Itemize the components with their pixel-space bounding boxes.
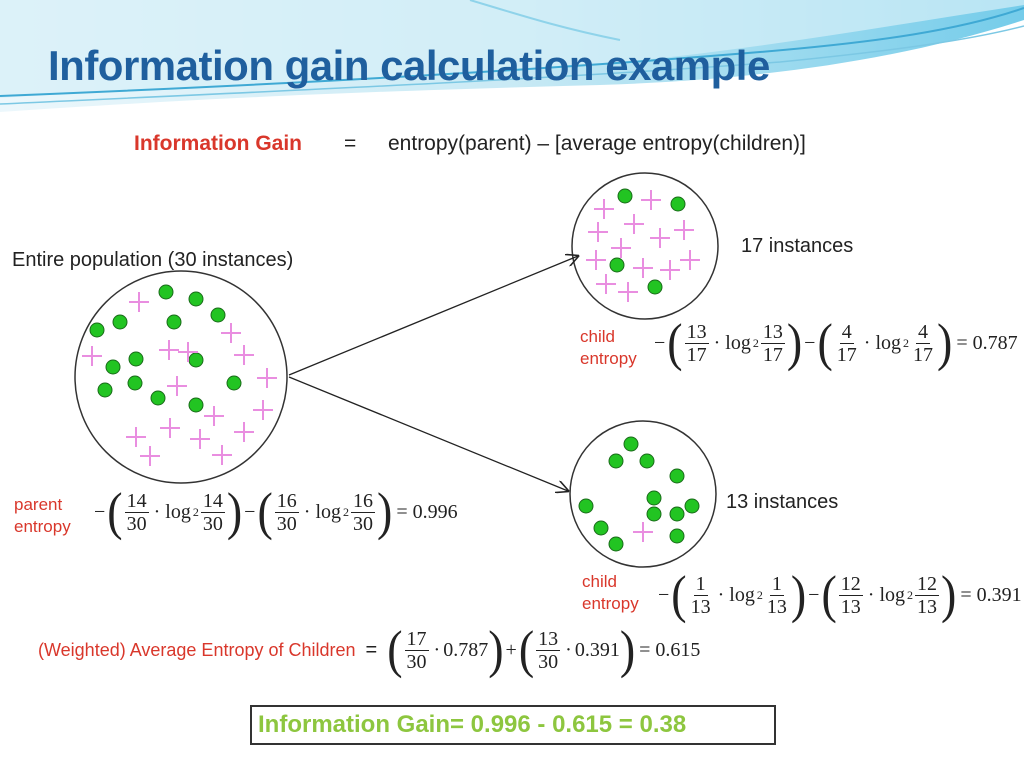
child-bottom-green-instance bbox=[608, 536, 624, 552]
child-top-pink-instance bbox=[674, 220, 694, 240]
arrow-to-bottom-child bbox=[288, 376, 568, 491]
parent-green-instance bbox=[188, 397, 204, 413]
child-top-pink-instance bbox=[618, 282, 638, 302]
parent-pink-instance bbox=[159, 340, 179, 360]
child-bottom-green-instance bbox=[593, 520, 609, 536]
child-top-green-instance bbox=[617, 188, 633, 204]
child-bottom-green-instance bbox=[608, 453, 624, 469]
child-bottom-green-instance bbox=[684, 498, 700, 514]
definition-label: Information Gain bbox=[134, 132, 302, 155]
parent-entropy-formula: −( 14 30 · log 2 14 30 ) −( 16 30 · log 2 16 30 )… bbox=[94, 482, 458, 541]
child-bottom-green-instance bbox=[639, 453, 655, 469]
parent-pink-instance bbox=[234, 422, 254, 442]
parent-pink-instance bbox=[212, 445, 232, 465]
parent-green-instance bbox=[166, 314, 182, 330]
parent-green-instance bbox=[210, 307, 226, 323]
parent-pink-instance bbox=[167, 376, 187, 396]
parent-pink-instance bbox=[129, 292, 149, 312]
child-bottom-entropy-formula: −( 1 13 · log 2 1 13 ) −( 12 13 · log 2 12 13 ) = … bbox=[658, 565, 1022, 624]
child-top-green-instance bbox=[609, 257, 625, 273]
definition-expression: entropy(parent) – [average entropy(child… bbox=[388, 132, 806, 155]
child-bottom-green-instance bbox=[669, 506, 685, 522]
child-top-pink-instance bbox=[624, 214, 644, 234]
parent-pink-instance bbox=[178, 342, 198, 362]
parent-green-instance bbox=[105, 359, 121, 375]
child-top-pink-instance bbox=[660, 260, 680, 280]
parent-green-instance bbox=[128, 351, 144, 367]
child-bottom-caption: 13 instances bbox=[726, 491, 839, 513]
slide-title: Information gain calculation example bbox=[48, 42, 770, 89]
weighted-average-result: = 0.615 bbox=[639, 638, 701, 661]
parent-pink-instance bbox=[160, 418, 180, 438]
parent-green-instance bbox=[112, 314, 128, 330]
parent-green-instance bbox=[127, 375, 143, 391]
weighted-average-label: (Weighted) Average Entropy of Children bbox=[38, 639, 356, 660]
parent-pink-instance bbox=[253, 400, 273, 420]
child-top-pink-instance bbox=[611, 238, 631, 258]
parent-pink-instance bbox=[234, 345, 254, 365]
parent-entropy-label: parent entropy bbox=[14, 495, 71, 536]
final-information-gain-text: Information Gain= 0.996 - 0.615 = 0.38 bbox=[258, 711, 687, 738]
parent-green-instance bbox=[188, 291, 204, 307]
parent-green-instance bbox=[150, 390, 166, 406]
parent-entropy-result: = 0.996 bbox=[396, 500, 458, 523]
definition-equals: = bbox=[344, 132, 357, 155]
child-top-entropy-formula: −( 13 17 · log 2 13 17 ) −( 4 17 · log 2 4 17 ) = … bbox=[654, 313, 1018, 372]
child-top-pink-instance bbox=[650, 228, 670, 248]
child-top-pink-instance bbox=[680, 250, 700, 270]
child-bottom-green-instance bbox=[578, 498, 594, 514]
child-top-pink-instance bbox=[633, 258, 653, 278]
child-bottom-pink-instance bbox=[633, 522, 653, 542]
child-top-caption: 17 instances bbox=[741, 235, 854, 257]
parent-green-instance bbox=[89, 322, 105, 338]
parent-pink-instance bbox=[257, 368, 277, 388]
child-bottom-entropy-label: child entropy bbox=[582, 572, 639, 613]
child-top-entropy-result: = 0.787 bbox=[956, 331, 1018, 354]
child-top-instances bbox=[586, 188, 700, 302]
child-bottom-instances bbox=[578, 436, 700, 552]
parent-pink-instance bbox=[126, 427, 146, 447]
child-top-entropy-label: child entropy bbox=[580, 327, 637, 368]
child-bottom-entropy-result: = 0.391 bbox=[960, 583, 1022, 606]
parent-green-instance bbox=[97, 382, 113, 398]
parent-pink-instance bbox=[221, 323, 241, 343]
final-information-gain-box: Information Gain= 0.996 - 0.615 = 0.38 bbox=[250, 705, 776, 745]
child-top-pink-instance bbox=[588, 222, 608, 242]
information-gain-definition: Information Gain = entropy(parent) – [av… bbox=[126, 120, 898, 172]
parent-pink-instance bbox=[82, 346, 102, 366]
child-top-pink-instance bbox=[594, 199, 614, 219]
parent-green-instance bbox=[158, 284, 174, 300]
child-bottom-circle bbox=[569, 420, 717, 568]
child-bottom-green-instance bbox=[669, 528, 685, 544]
arrow-to-top-child bbox=[288, 256, 578, 376]
parent-green-instance bbox=[188, 352, 204, 368]
parent-instances bbox=[82, 284, 277, 466]
header-wave-decoration bbox=[0, 0, 1024, 112]
parent-green-instance bbox=[226, 375, 242, 391]
child-top-green-instance bbox=[670, 196, 686, 212]
child-bottom-green-instance bbox=[646, 506, 662, 522]
parent-caption: Entire population (30 instances) bbox=[12, 249, 294, 271]
child-bottom-green-instance bbox=[623, 436, 639, 452]
child-top-pink-instance bbox=[596, 274, 616, 294]
child-bottom-green-instance bbox=[646, 490, 662, 506]
parent-pink-instance bbox=[140, 446, 160, 466]
parent-pink-instance bbox=[204, 406, 224, 426]
child-top-green-instance bbox=[647, 279, 663, 295]
parent-population-circle bbox=[74, 270, 288, 484]
weighted-average-formula: (Weighted) Average Entropy of Children =… bbox=[38, 620, 701, 679]
child-top-circle bbox=[571, 172, 719, 320]
child-bottom-green-instance bbox=[669, 468, 685, 484]
child-top-pink-instance bbox=[586, 250, 606, 270]
child-top-pink-instance bbox=[641, 190, 661, 210]
parent-pink-instance bbox=[190, 429, 210, 449]
